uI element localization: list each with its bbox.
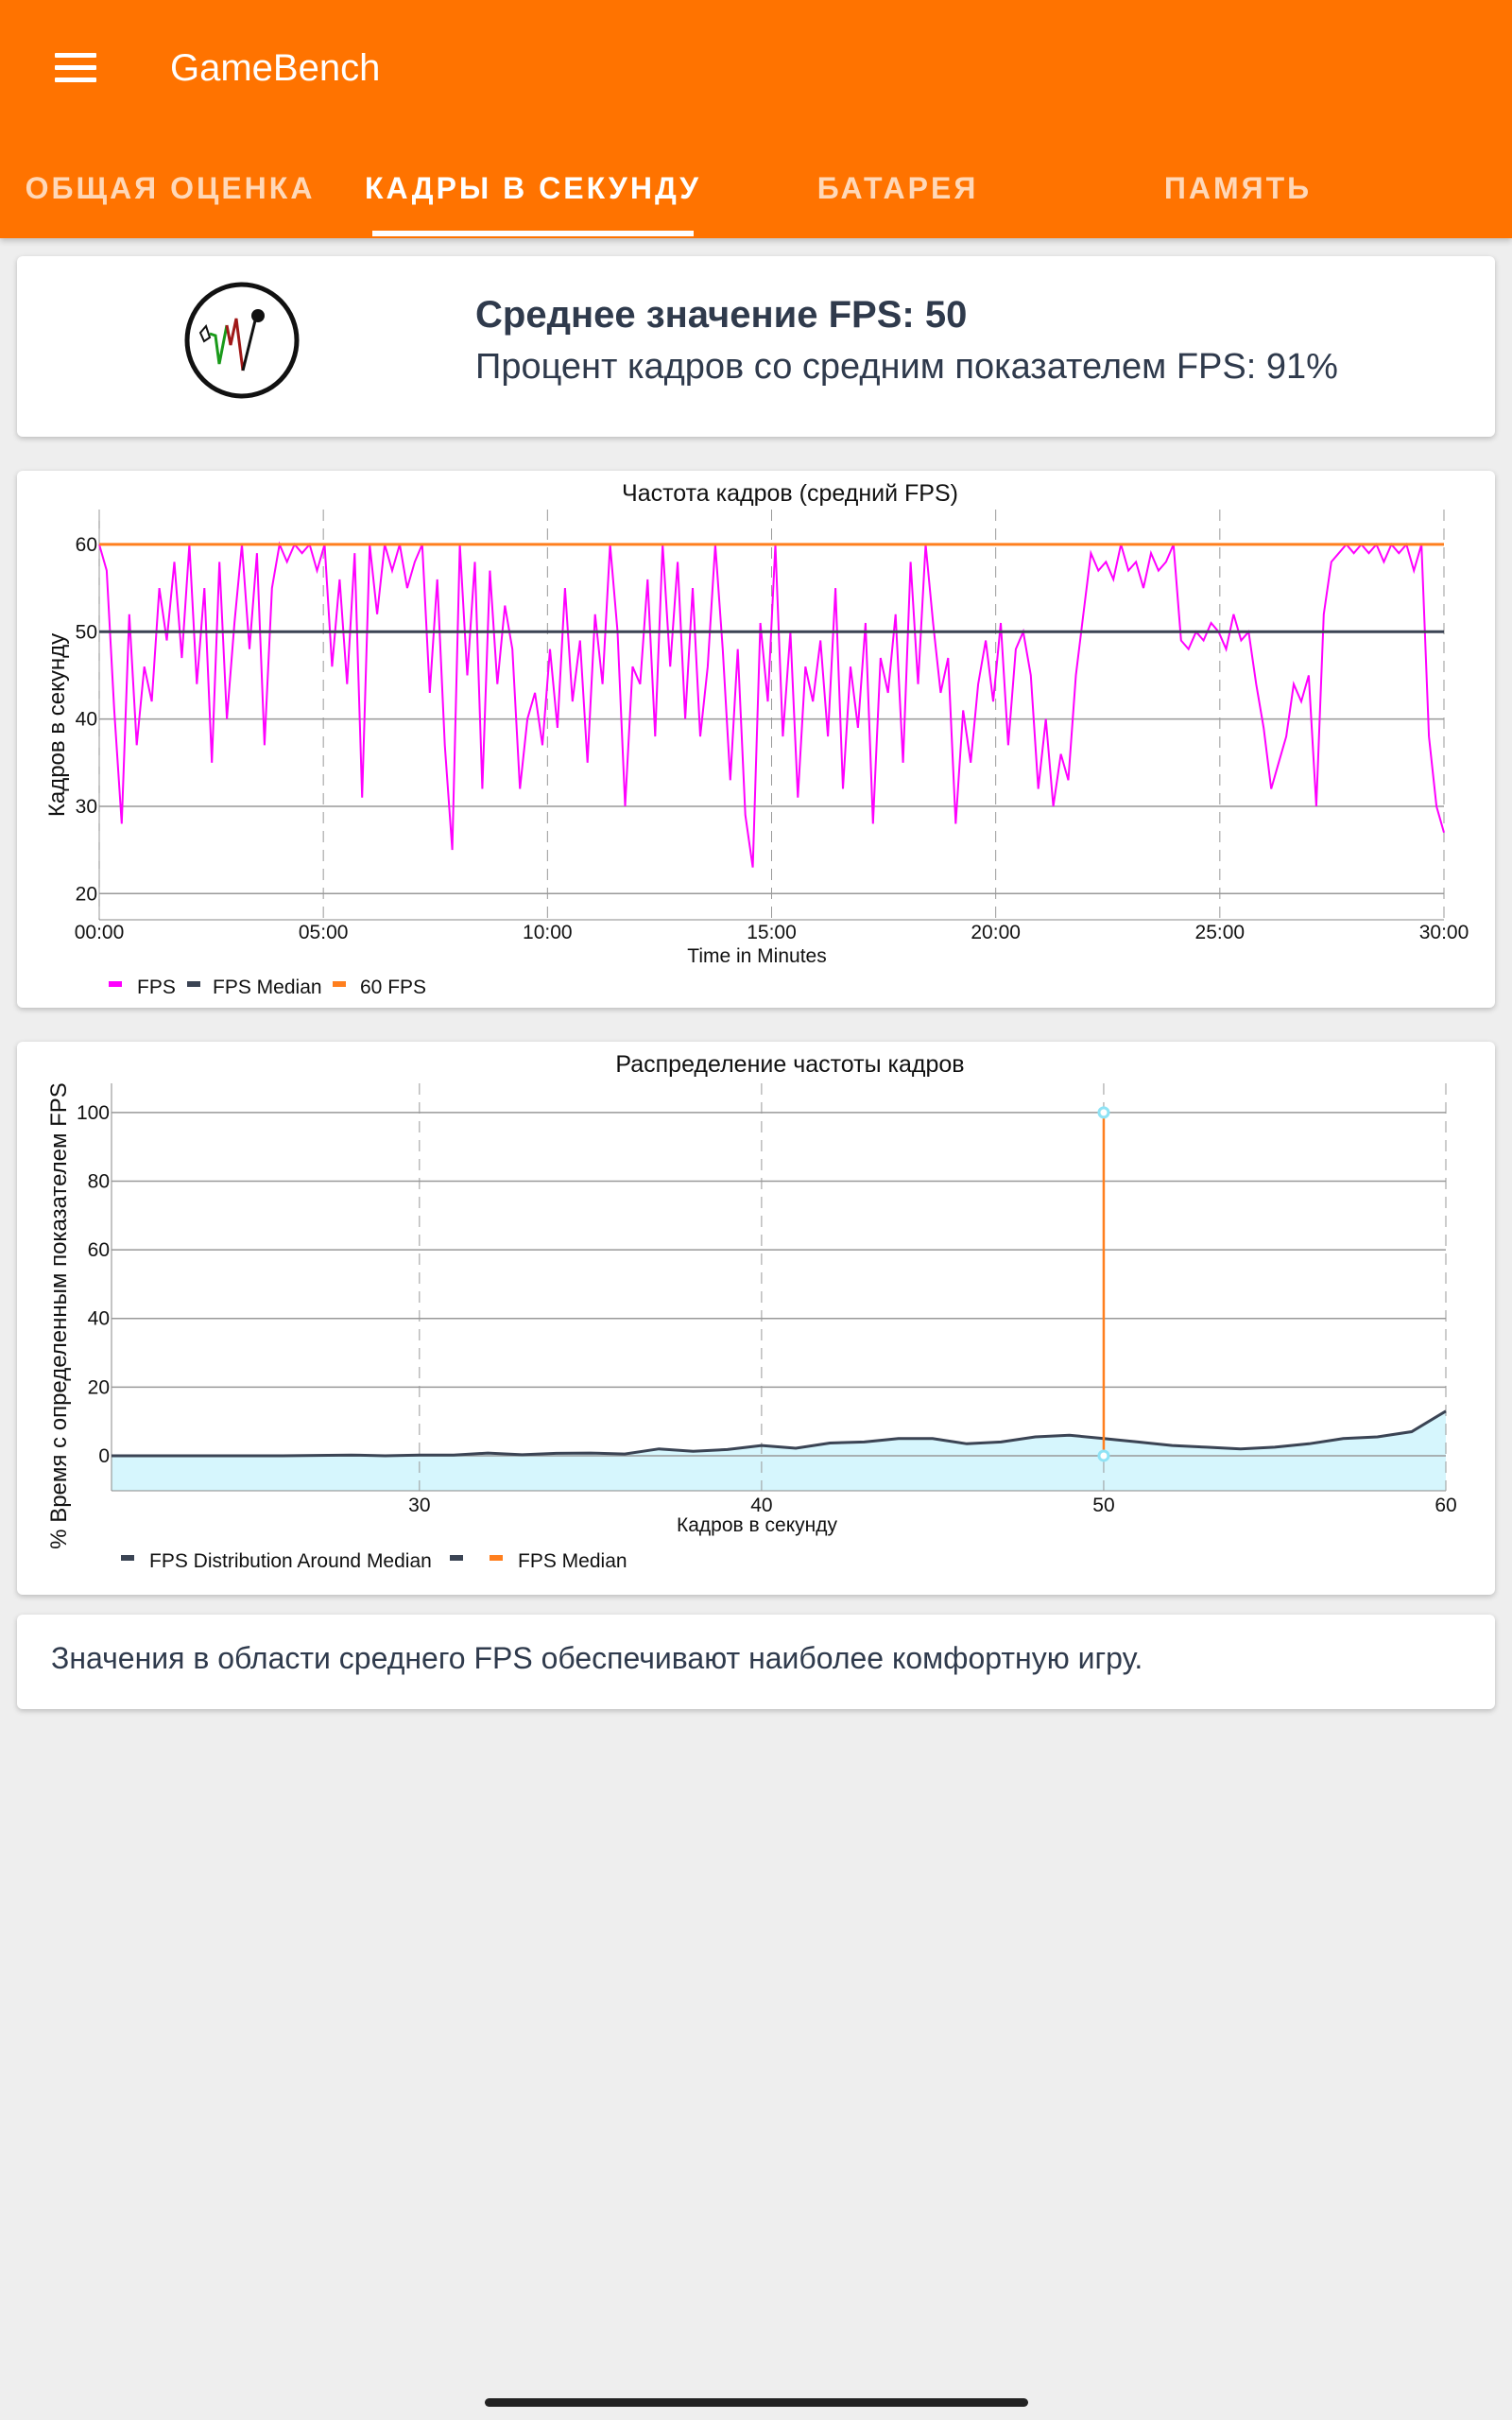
legend-distribution-swatch <box>121 1555 134 1561</box>
chart-title: Распределение частоты кадров <box>615 1051 964 1078</box>
y-tick-label: 60 <box>76 534 97 556</box>
legend-median-label: FPS Median <box>213 977 322 998</box>
y-tick-label: 50 <box>76 621 97 643</box>
tab-fps[interactable]: КАДРЫ В СЕКУНДУ <box>364 171 702 205</box>
y-axis-title: % Время с определенным показателем FPS <box>46 1082 72 1549</box>
frame-rate-chart-card: Частота кадров (средний FPS) Кадров в се… <box>17 471 1495 1008</box>
fps-distribution-chart-card: Распределение частоты кадров % Время с о… <box>17 1042 1495 1595</box>
home-indicator[interactable] <box>485 2398 1028 2407</box>
y-tick-label: 40 <box>88 1308 110 1330</box>
x-tick-label: 30 <box>408 1495 430 1516</box>
x-tick-label: 25:00 <box>1195 922 1246 943</box>
y-tick-label: 40 <box>76 709 97 731</box>
y-tick-label: 80 <box>88 1170 110 1192</box>
percent-frames-text: Процент кадров со средним показателем FP… <box>475 347 1338 387</box>
fps-distribution-chart: Распределение частоты кадров % Время с о… <box>46 1051 1457 1572</box>
info-text: Значения в области среднего FPS обеспечи… <box>51 1641 1143 1675</box>
x-axis-title: Time in Minutes <box>687 945 826 967</box>
info-card: Значения в области среднего FPS обеспечи… <box>17 1615 1495 1709</box>
fps-chart-logo-icon <box>184 282 300 399</box>
x-tick-label: 05:00 <box>299 922 349 943</box>
y-tick-label: 30 <box>76 796 97 818</box>
legend-extra-swatch <box>450 1555 463 1561</box>
x-tick-label: 15:00 <box>747 922 797 943</box>
frame-rate-chart: Частота кадров (средний FPS) Кадров в се… <box>44 480 1469 998</box>
tab-memory[interactable]: ПАМЯТЬ <box>1163 171 1313 205</box>
legend-median-swatch <box>187 981 200 987</box>
hamburger-menu-icon[interactable] <box>55 53 96 83</box>
y-tick-label: 20 <box>88 1376 110 1398</box>
average-fps-text: Среднее значение FPS: 50 <box>475 294 968 336</box>
tab-overall[interactable]: ОБЩАЯ ОЦЕНКА <box>25 171 316 205</box>
x-tick-label: 50 <box>1092 1495 1114 1516</box>
x-tick-label: 00:00 <box>75 922 125 943</box>
legend-60fps-swatch <box>333 981 346 987</box>
fps-series-line <box>98 541 1445 868</box>
legend-60fps-label: 60 FPS <box>360 977 426 998</box>
y-tick-label: 20 <box>76 883 97 905</box>
legend-fps-label: FPS <box>137 977 176 998</box>
y-tick-label: 100 <box>77 1102 110 1124</box>
x-tick-label: 30:00 <box>1419 922 1469 943</box>
app-title: GameBench <box>170 47 381 89</box>
median-point <box>1097 1449 1110 1462</box>
y-tick-label: 60 <box>88 1239 110 1261</box>
app-bar: GameBench ОБЩАЯ ОЦЕНКА КАДРЫ В СЕКУНДУ Б… <box>0 0 1512 238</box>
active-tab-indicator <box>372 231 694 236</box>
median-point <box>1097 1106 1110 1119</box>
legend-fps-swatch <box>109 981 122 987</box>
y-axis-title: Кадров в секунду <box>44 633 70 817</box>
x-tick-label: 60 <box>1435 1495 1456 1516</box>
legend-median-label: FPS Median <box>518 1550 627 1572</box>
tab-battery[interactable]: БАТАРЕЯ <box>816 171 979 205</box>
distribution-line <box>112 1409 1447 1458</box>
chart-title: Частота кадров (средний FPS) <box>622 480 958 507</box>
legend-median-swatch <box>490 1555 503 1561</box>
y-tick-label: 0 <box>98 1445 110 1467</box>
legend-distribution-label: FPS Distribution Around Median <box>149 1550 432 1572</box>
distribution-area <box>112 1410 1446 1491</box>
x-tick-label: 10:00 <box>523 922 573 943</box>
x-tick-label: 20:00 <box>971 922 1021 943</box>
x-axis-title: Кадров в секунду <box>677 1514 837 1536</box>
fps-summary-card: Среднее значение FPS: 50 Процент кадров … <box>17 256 1495 437</box>
x-tick-label: 40 <box>750 1495 772 1516</box>
